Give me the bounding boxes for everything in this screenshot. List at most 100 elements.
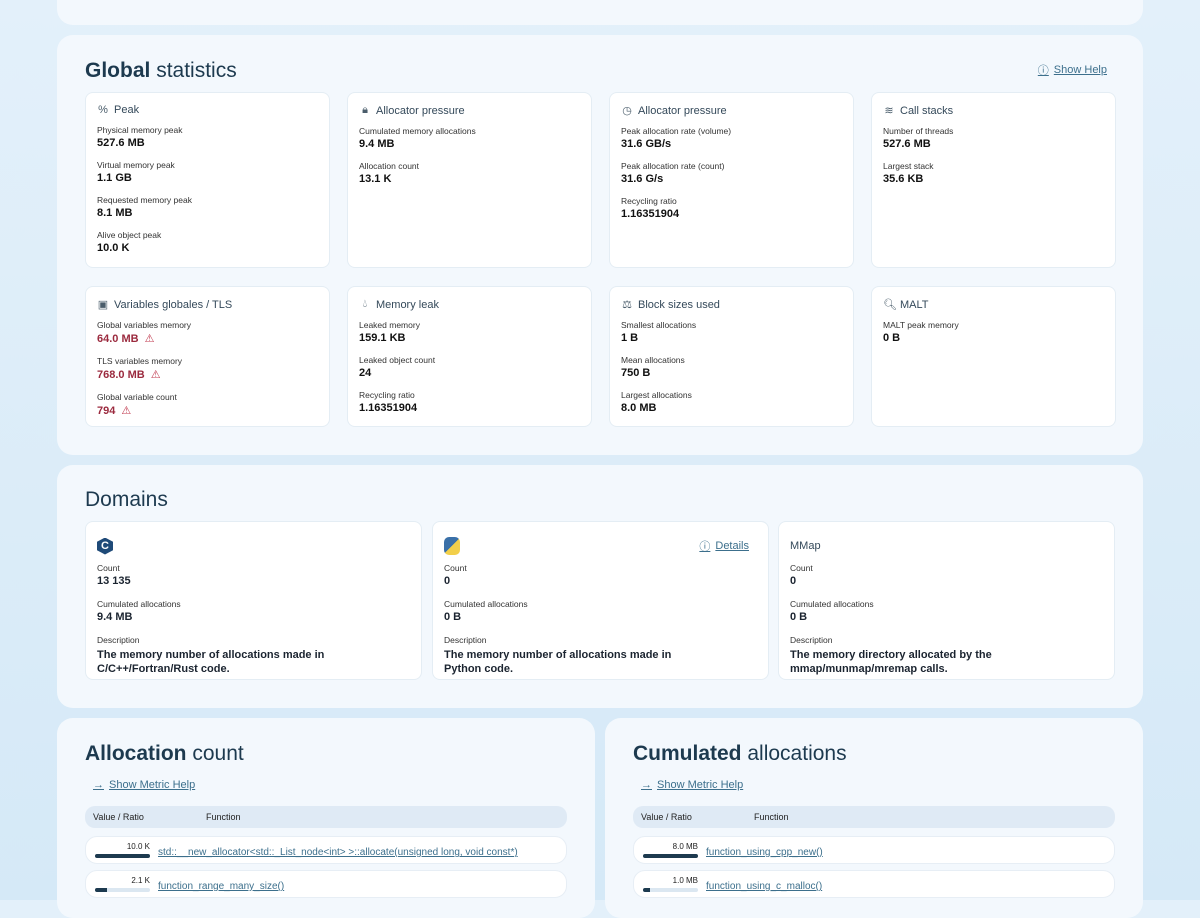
domain-metric-value: 13 135 (97, 575, 131, 587)
metric-value-text: 159.1 KB (359, 332, 406, 344)
function-link[interactable]: function_using_c_malloc() (706, 881, 823, 892)
stat-card-header: ▣ Variables globales / TLS (97, 298, 318, 312)
metric-label: Cumulated memory allocations (359, 126, 476, 136)
droplet-icon: 💧︎ (362, 298, 368, 310)
cumulated-allocations-title: Cumulated allocations (633, 742, 847, 765)
table-row[interactable]: 2.1 K function_range_many_size() (85, 870, 567, 898)
metric-label: Virtual memory peak (97, 160, 175, 170)
stat-card-title: Allocator pressure (376, 104, 465, 117)
allocation-count-panel: Allocation count → Show Metric Help Value… (57, 718, 595, 918)
domain-metric-value: 9.4 MB (97, 611, 133, 623)
metric-value-text: 8.1 MB (97, 207, 133, 219)
python-icon (444, 537, 460, 555)
domain-card-header: C (97, 533, 410, 559)
table-row[interactable]: 1.0 MB function_using_c_malloc() (633, 870, 1115, 898)
global-statistics-panel: Global statistics ⓘ Show Help % Peak Physic… (57, 35, 1143, 455)
metric-label: Smallest allocations (621, 320, 697, 330)
metric-value: 13.1 K (359, 173, 580, 185)
show-metric-help-link[interactable]: → Show Metric Help (93, 779, 196, 791)
metric-value-text: 35.6 KB (883, 173, 924, 185)
show-metric-help-link[interactable]: → Show Metric Help (641, 779, 744, 791)
metric-label: Largest allocations (621, 390, 692, 400)
ratio-bar (95, 888, 150, 892)
metric-label: Leaked object count (359, 355, 436, 365)
stat-card-title: Memory leak (376, 298, 439, 311)
metric-value: 8.0 MB (621, 402, 842, 414)
stat-card-header: 🔍︎ MALT (883, 298, 1104, 312)
show-help-link[interactable]: ⓘ Show Help (1037, 64, 1107, 77)
row-value: 8.0 MB (672, 842, 698, 851)
stat-card: ⚖ Block sizes used Smallest allocations 1 B… (609, 286, 854, 427)
arrow-right-icon: → (641, 779, 652, 791)
metric-value: 64.0 MB ⚠ (97, 332, 318, 346)
ratio-bar-fill (643, 888, 650, 892)
top-panel (57, 0, 1143, 25)
domains-panel: Domains C Count 13 135 Cumulated allocation… (57, 465, 1143, 708)
info-icon: ⓘ (699, 541, 711, 553)
metric-value: 31.6 GB/s (621, 138, 842, 150)
stat-card-title: MALT (900, 298, 929, 311)
metric-value-text: 794 (97, 404, 116, 417)
metric-label: Global variables memory (97, 320, 192, 330)
ratio-bar (643, 854, 698, 858)
domain-metric-label: Count (790, 563, 813, 573)
stat-card: 🔒︎ Allocator pressure Cumulated memory all… (347, 92, 592, 268)
search-icon: 🔍︎ (883, 299, 897, 311)
percent-icon: % (98, 104, 108, 116)
global-statistics-title: Global statistics (85, 59, 237, 82)
details-label: Details (715, 540, 749, 552)
stat-card-header: ◷ Allocator pressure (621, 104, 842, 118)
row-value: 1.0 MB (672, 876, 698, 885)
function-link[interactable]: function_using_cpp_new() (706, 847, 823, 858)
column-header-function[interactable]: Function (206, 812, 241, 822)
column-header-function[interactable]: Function (754, 812, 789, 822)
metric-label: MALT peak memory (883, 320, 959, 330)
metric-label: Number of threads (883, 126, 954, 136)
metric-value: 527.6 MB (97, 137, 318, 149)
domain-metric-value: 0 (790, 575, 797, 587)
function-link[interactable]: std::__new_allocator<std::_List_node<int… (158, 847, 518, 858)
domain-card-header: ⓘ Details (444, 533, 757, 559)
domains-title: Domains (85, 488, 168, 511)
table-row[interactable]: 8.0 MB function_using_cpp_new() (633, 836, 1115, 864)
lock-icon: 🔒︎ (362, 104, 368, 116)
metric-label: Recycling ratio (621, 196, 677, 206)
metric-label: Physical memory peak (97, 125, 183, 135)
stat-card: ◷ Allocator pressure Peak allocation rate … (609, 92, 854, 268)
domain-metric-label: Description (444, 635, 487, 645)
details-link[interactable]: ⓘ Details (699, 538, 749, 554)
domain-metric-value: The memory directory allocated by the mm… (790, 649, 992, 675)
metric-label: Recycling ratio (359, 390, 415, 400)
metric-value: 31.6 G/s (621, 173, 842, 185)
function-link[interactable]: function_range_many_size() (158, 881, 285, 892)
metric-label: Largest stack (883, 161, 934, 171)
domain-metric-label: Description (97, 635, 140, 645)
column-header-value[interactable]: Value / Ratio (641, 812, 692, 822)
metric-label: Global variable count (97, 392, 177, 402)
row-value: 2.1 K (131, 876, 150, 885)
warning-icon: ⚠ (144, 333, 155, 345)
memory-chip-icon: ▣ (97, 299, 109, 311)
stat-card: 🔍︎ MALT MALT peak memory 0 B (871, 286, 1116, 427)
arrow-right-icon: → (93, 779, 104, 791)
ratio-bar-fill (95, 854, 150, 858)
ratio-bar-fill (643, 854, 698, 858)
domain-card: MMap Count 0 Cumulated allocations 0 B Descri… (778, 521, 1115, 680)
domain-card: C Count 13 135 Cumulated allocations 9.4 MB D… (85, 521, 422, 680)
domain-card-header: MMap (790, 533, 1103, 559)
domain-metric-label: Count (97, 563, 120, 573)
domain-metric-label: Description (790, 635, 833, 645)
domain-metric-label: Cumulated allocations (97, 599, 181, 609)
domain-title: MMap (790, 540, 821, 552)
metric-value-text: 1 B (621, 332, 639, 344)
domain-metric-value: 0 B (790, 611, 808, 623)
stat-card-header: 🔒︎ Allocator pressure (359, 104, 580, 117)
row-value: 10.0 K (126, 842, 150, 851)
metric-value-text: 1.1 GB (97, 172, 132, 184)
ratio-bar-fill (95, 888, 107, 892)
ratio-bar (95, 854, 150, 858)
column-header-value[interactable]: Value / Ratio (93, 812, 144, 822)
stat-card-title: Block sizes used (638, 298, 720, 311)
metric-value-text: 1.16351904 (621, 208, 680, 220)
